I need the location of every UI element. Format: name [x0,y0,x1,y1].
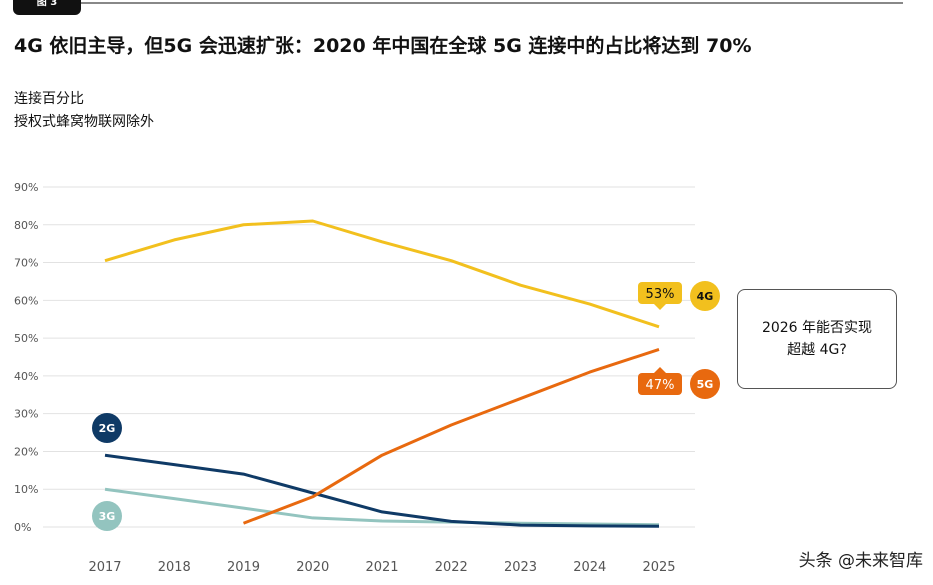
y-tick-label: 80% [14,219,38,232]
series-badge-2G [92,413,122,443]
y-tick-label: 10% [14,483,38,496]
end-value-pointer [654,367,666,373]
y-tick-label: 20% [14,445,38,458]
chart-title: 4G 依旧主导，但5G 会迅速扩张：2020 年中国在全球 5G 连接中的占比将… [14,35,752,57]
series-line-4G [104,219,660,329]
y-tick-label: 50% [14,332,38,345]
y-tick-label: 60% [14,294,38,307]
y-tick-label: 30% [14,408,38,421]
end-value-pointer [654,304,666,310]
series-badge-4G [690,281,720,311]
series-badge-label: 5G [697,378,714,391]
x-tick-label: 2019 [227,560,260,575]
y-tick-label: 70% [14,257,38,270]
x-tick-label: 2020 [296,560,329,575]
subtitle-1: 连接百分比 [14,91,84,107]
annotation-line-2: 超越 4G? [787,342,847,358]
y-tick-label: 90% [14,181,38,194]
x-tick-label: 2022 [435,560,468,575]
series-line-3G [104,487,660,527]
end-value-label: 53% [646,287,675,302]
figure-label: 图 3 [13,0,81,15]
series-badge-label: 3G [99,510,116,523]
series-badge-5G [690,369,720,399]
annotation-callout: 2026 年能否实现 超越 4G? [737,289,897,389]
x-tick-label: 2024 [573,560,606,575]
annotation-line-1: 2026 年能否实现 [761,320,873,336]
end-value-label: 47% [646,378,675,393]
series-line-2G [104,453,660,528]
x-tick-label: 2018 [158,560,191,575]
end-value-box [638,282,682,304]
x-tick-label: 2025 [642,560,675,575]
y-tick-label: 0% [14,521,31,534]
series-badge-3G [92,501,122,531]
series-line-5G [242,348,660,525]
x-tick-label: 2023 [504,560,537,575]
series-badge-label: 4G [697,290,714,303]
y-tick-label: 40% [14,370,38,383]
series-badge-label: 2G [99,422,116,435]
end-value-box [638,373,682,395]
watermark: 头条 @未来智库 [798,551,923,571]
subtitle-2: 授权式蜂窝物联网除外 [14,114,154,130]
divider [81,2,903,4]
x-tick-label: 2017 [88,560,121,575]
x-tick-label: 2021 [365,560,398,575]
